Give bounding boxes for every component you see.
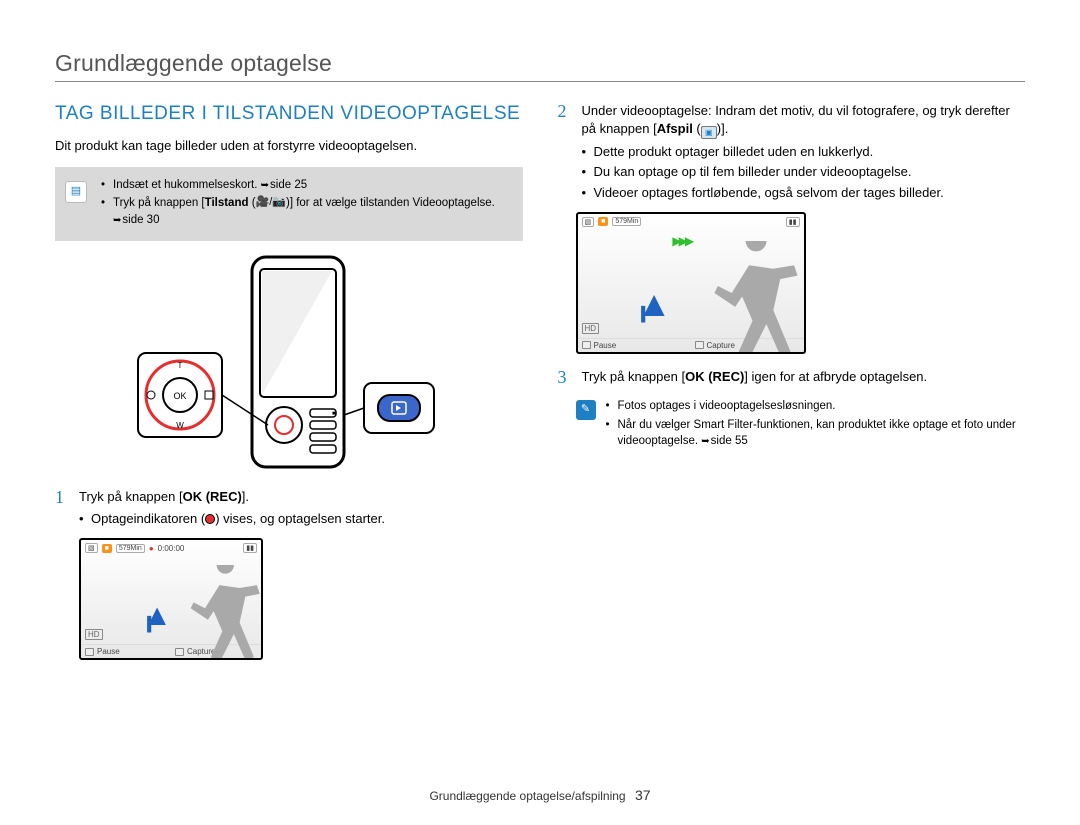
- intro-text: Dit produkt kan tage billeder uden at fo…: [55, 138, 523, 153]
- lcd-screenshot-fastforward: ▧ ■ 579Min ▮▮ ▶▶▶ ▲▍ HD Pause Capture: [576, 212, 806, 354]
- prerequisite-note: ▤ Indsæt et hukommelseskort. side 25 Try…: [55, 167, 523, 241]
- pencil-icon: ✎: [576, 400, 596, 420]
- lcd-pause-label: Pause: [578, 339, 691, 352]
- step-bullet: Optageindikatoren ( ) vises, og optagelse…: [79, 510, 523, 528]
- step-number: 3: [558, 368, 572, 386]
- text: Tryk på knappen [: [79, 489, 183, 504]
- device-illustration: OK T W ■: [55, 255, 523, 470]
- time-remaining: 579Min: [116, 544, 145, 553]
- time-remaining: 579Min: [612, 217, 641, 226]
- lcd-screenshot-recording: ▧ ■ 579Min ● 0:00:00 ▮▮ ▲▍ HD Pause Capt…: [79, 538, 263, 660]
- text: Optageindikatoren (: [91, 511, 205, 526]
- play-button-icon: [695, 341, 704, 349]
- page-ref: side 55: [701, 435, 747, 447]
- bold-text: OK (REC): [183, 489, 242, 504]
- skater-silhouette: [182, 565, 263, 660]
- lcd-pause-label: Pause: [81, 645, 171, 658]
- right-column: 2 Under videooptagelse: Indram det motiv…: [558, 102, 1026, 674]
- title-rule: [55, 81, 1025, 82]
- elapsed-time: 0:00:00: [158, 544, 185, 553]
- bold-text: Afspil: [657, 121, 693, 136]
- mode-badge: ■: [102, 544, 112, 553]
- step-body: Tryk på knappen [OK (REC)] igen for at a…: [582, 368, 1026, 386]
- step-bullet: Dette produkt optager billedet uden en l…: [582, 143, 1026, 161]
- lcd-viewport: ▲▍ HD: [81, 556, 261, 644]
- page-footer: Grundlæggende optagelse/afspilning 37: [0, 787, 1080, 803]
- ok-button-icon: [85, 648, 94, 656]
- text: Når du vælger Smart Filter-funktionen, k…: [618, 419, 1016, 448]
- step-body: Tryk på knappen [OK (REC)]. Optageindika…: [79, 488, 523, 530]
- battery-icon: ▮▮: [243, 543, 257, 553]
- page-number: 37: [635, 787, 651, 803]
- page-title: Grundlæggende optagelse: [55, 50, 1025, 77]
- svg-text:OK: OK: [173, 391, 186, 401]
- left-column: TAG BILLEDER I TILSTANDEN VIDEOOPTAGELSE…: [55, 102, 523, 674]
- step-number: 2: [558, 102, 572, 204]
- touch-arrow-icon: ▲▍: [636, 295, 672, 320]
- note-item: Indsæt et hukommelseskort. side 25: [101, 177, 513, 194]
- skater-silhouette: [704, 241, 805, 354]
- text: )] for at vælge tilstanden Videooptagels…: [286, 197, 495, 209]
- info-note: ✎ Fotos optages i videooptagelsesløsning…: [576, 398, 1026, 452]
- svg-text:T: T: [177, 361, 182, 370]
- step-3: 3 Tryk på knappen [OK (REC)] igen for at…: [558, 368, 1026, 386]
- battery-icon: ▮▮: [786, 217, 800, 227]
- bold-text: Tilstand: [205, 197, 249, 209]
- hd-badge: HD: [85, 629, 103, 640]
- text: Tryk på knappen [: [113, 197, 205, 209]
- step-body: Under videooptagelse: Indram det motiv, …: [582, 102, 1026, 204]
- lcd-viewport: ▶▶▶ ▲▍ HD: [578, 230, 804, 338]
- storage-icon: ▧: [85, 543, 98, 553]
- two-column-layout: TAG BILLEDER I TILSTANDEN VIDEOOPTAGELSE…: [55, 102, 1025, 674]
- note-item: Fotos optages i videooptagelsesløsningen…: [606, 398, 1026, 415]
- step-bullet: Videoer optages fortløbende, også selvom…: [582, 184, 1026, 202]
- text: ].: [242, 489, 249, 504]
- rec-indicator: ●: [149, 544, 154, 553]
- step-1: 1 Tryk på knappen [OK (REC)]. Optageindi…: [55, 488, 523, 530]
- text: ) vises, og optagelsen starter.: [215, 511, 385, 526]
- step-bullet: Du kan optage op til fem billeder under …: [582, 163, 1026, 181]
- text: Tryk på knappen [: [582, 369, 686, 384]
- play-icon: ▣: [701, 126, 717, 139]
- text: Under videooptagelse: Indram det motiv, …: [582, 103, 937, 118]
- svg-text:■: ■: [332, 411, 336, 417]
- bold-text: OK (REC): [685, 369, 744, 384]
- note-item: Tryk på knappen [Tilstand (🎥/📷)] for at …: [101, 195, 513, 228]
- lcd-statusbar: ▧ ■ 579Min ● 0:00:00 ▮▮: [81, 540, 261, 556]
- touch-arrow-icon: ▲▍: [142, 608, 172, 630]
- footer-section-name: Grundlæggende optagelse/afspilning: [429, 789, 625, 803]
- text: Indsæt et hukommelseskort.: [113, 179, 261, 191]
- lcd-statusbar: ▧ ■ 579Min ▮▮: [578, 214, 804, 230]
- page-ref: side 30: [113, 214, 159, 226]
- text: (: [249, 197, 256, 209]
- note-item: Når du vælger Smart Filter-funktionen, k…: [606, 417, 1026, 450]
- text: ] igen for at afbryde optagelsen.: [744, 369, 927, 384]
- svg-text:W: W: [176, 421, 184, 430]
- mode-badge: ■: [598, 217, 608, 226]
- text: (: [693, 121, 701, 136]
- sdcard-icon: ▤: [65, 181, 87, 203]
- record-dot-icon: [205, 514, 215, 524]
- fastforward-icon: ▶▶▶: [672, 234, 691, 248]
- storage-icon: ▧: [582, 217, 595, 227]
- page-ref: side 25: [261, 179, 307, 191]
- text: )].: [717, 121, 729, 136]
- hd-badge: HD: [582, 323, 600, 334]
- section-heading: TAG BILLEDER I TILSTANDEN VIDEOOPTAGELSE: [55, 102, 523, 126]
- step-number: 1: [55, 488, 69, 530]
- mode-icon: 🎥/📷: [256, 195, 286, 211]
- step-2: 2 Under videooptagelse: Indram det motiv…: [558, 102, 1026, 204]
- ok-button-icon: [582, 341, 591, 349]
